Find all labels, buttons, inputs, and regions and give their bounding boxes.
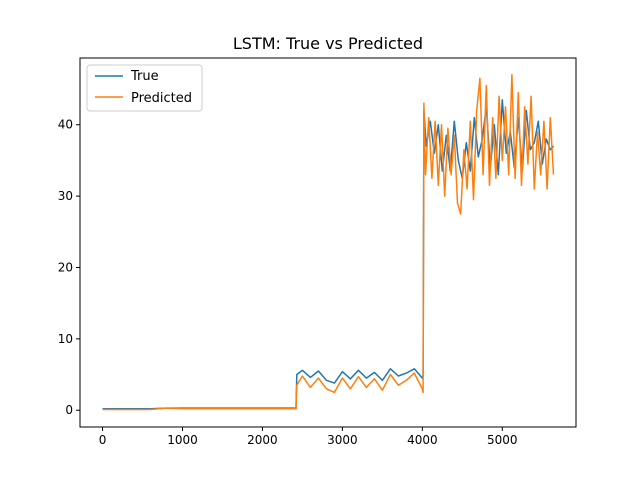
- y-tick-label: 30: [58, 189, 73, 203]
- series-line-predicted: [102, 74, 555, 411]
- x-tick-label: 0: [99, 433, 107, 447]
- y-tick-label: 40: [58, 118, 73, 132]
- y-tick-label: 20: [58, 260, 73, 274]
- y-tick-label: 10: [58, 332, 73, 346]
- y-tick-label: 0: [65, 403, 73, 417]
- x-tick-label: 3000: [327, 433, 358, 447]
- legend-label-predicted: Predicted: [131, 91, 192, 106]
- series-line-true: [102, 99, 555, 410]
- x-tick-label: 1000: [167, 433, 198, 447]
- y-axis: 0 10 20 30 40: [58, 118, 80, 417]
- x-tick-label: 4000: [407, 433, 438, 447]
- legend: True Predicted: [86, 64, 203, 112]
- plot-frame: [79, 57, 577, 428]
- series-layer: [102, 74, 555, 411]
- x-tick-label: 2000: [247, 433, 278, 447]
- chart-title: LSTM: True vs Predicted: [233, 34, 423, 53]
- x-tick-label: 5000: [487, 433, 518, 447]
- x-axis: 0 1000 2000 3000 4000 5000: [99, 427, 518, 447]
- legend-label-true: True: [130, 69, 159, 84]
